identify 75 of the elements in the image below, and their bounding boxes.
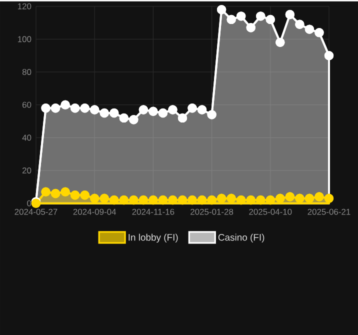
point [168, 104, 178, 114]
point [80, 190, 90, 200]
point [148, 106, 158, 116]
point [266, 14, 275, 24]
point [236, 195, 246, 204]
point [41, 187, 50, 196]
x-tick-label: 2024-11-16 [132, 208, 174, 215]
y-tick-label: 100 [18, 36, 32, 42]
point [158, 108, 168, 118]
point [41, 103, 50, 113]
point [70, 190, 80, 200]
point [207, 195, 216, 204]
point [60, 187, 70, 196]
point [285, 192, 295, 202]
point [90, 194, 100, 203]
point [110, 195, 119, 204]
y-tick-label: 0 [27, 200, 32, 206]
point [295, 194, 304, 203]
point [148, 195, 158, 204]
point [314, 28, 324, 38]
point [276, 38, 285, 47]
y-tick-label: 80 [22, 68, 32, 75]
x-tick-label: 2025-01-28 [190, 208, 234, 215]
point [110, 108, 119, 118]
point [70, 103, 80, 113]
point [100, 194, 109, 203]
point [168, 195, 178, 204]
point [304, 24, 314, 34]
x-tick-label: 2025-06-21 [308, 208, 350, 215]
point [119, 195, 128, 204]
point [285, 10, 295, 19]
point [324, 194, 334, 203]
point [60, 100, 70, 110]
point [246, 195, 256, 204]
point [158, 195, 168, 204]
point [188, 195, 197, 204]
point [197, 195, 207, 204]
point [236, 11, 246, 21]
point [119, 113, 128, 122]
point [50, 103, 60, 113]
point [207, 110, 216, 120]
point [304, 194, 314, 203]
point [178, 195, 188, 204]
point [226, 14, 236, 24]
point [226, 194, 236, 203]
y-tick-label: 120 [18, 3, 32, 10]
point [197, 104, 207, 114]
x-tick-label: 2025-04-10 [249, 208, 292, 215]
point [100, 108, 109, 118]
point [138, 104, 148, 114]
point [129, 195, 138, 204]
point [178, 113, 188, 122]
x-tick-label: 2024-09-04 [73, 208, 116, 215]
point [256, 195, 266, 204]
y-tick-label: 40 [22, 134, 32, 140]
point [216, 4, 226, 14]
point [188, 103, 197, 113]
point [80, 103, 90, 113]
point [129, 114, 138, 124]
y-tick-label: 60 [22, 102, 32, 108]
point [324, 50, 334, 60]
point [256, 11, 266, 21]
point [314, 192, 324, 202]
legend-label: Casino (FI) [218, 234, 264, 242]
point [295, 20, 304, 29]
point [216, 194, 226, 203]
point [50, 188, 60, 198]
point [138, 195, 148, 204]
point [246, 22, 256, 32]
point [90, 104, 100, 114]
point [276, 194, 285, 203]
point [266, 195, 275, 204]
legend-label: In lobby (FI) [128, 234, 178, 242]
x-tick-label: 2024-05-27 [14, 208, 58, 215]
y-tick-label: 20 [22, 167, 32, 174]
